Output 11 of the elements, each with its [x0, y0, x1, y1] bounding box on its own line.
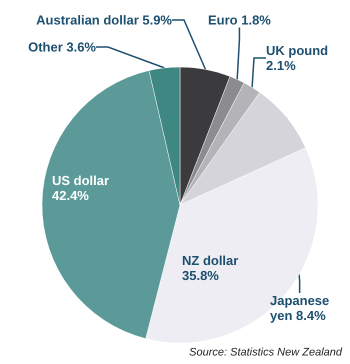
data-label: 2.1%: [266, 58, 296, 73]
slice-label: Euro 1.8%: [208, 12, 272, 28]
slice-label: UK pound: [266, 43, 328, 58]
slice-label: Australian dollar 5.9%: [36, 12, 172, 28]
source-note: Source: Statistics New Zealand: [189, 346, 343, 358]
slice-label: Other 3.6%: [28, 40, 96, 54]
slice-label: NZ dollar: [182, 253, 238, 268]
slice-label: Japanese yen 8.4%: [270, 293, 330, 323]
data-label: 35.8%: [182, 268, 220, 283]
data-label: 42.4%: [52, 188, 90, 203]
slice-label: US dollar: [52, 173, 110, 188]
